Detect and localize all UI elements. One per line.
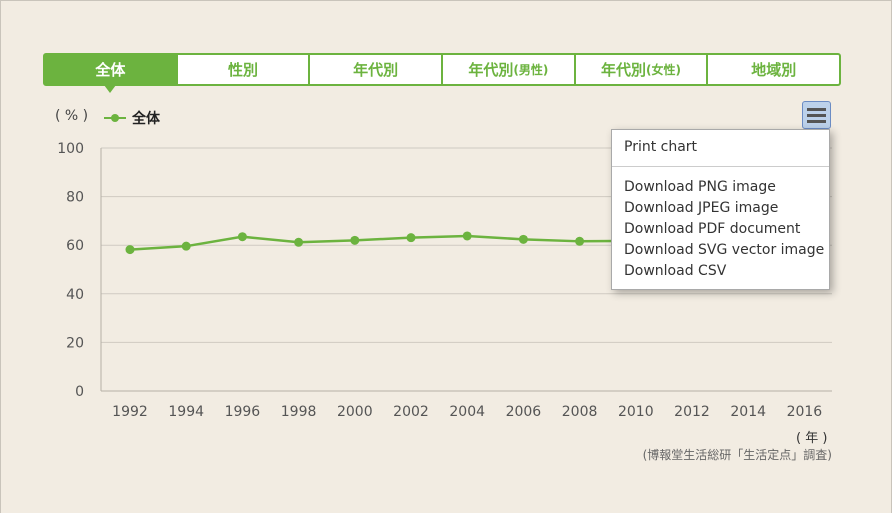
- tab-gender[interactable]: 性別: [175, 55, 309, 84]
- tab-region[interactable]: 地域別: [706, 55, 839, 84]
- legend-item[interactable]: 全体: [104, 108, 160, 128]
- bottom-strip: [0, 513, 892, 520]
- tab-age[interactable]: 年代別: [308, 55, 441, 84]
- menu-separator: [612, 166, 829, 167]
- tab-bar: 全体 性別 年代別 年代別 (男性) 年代別 (女性) 地域別: [43, 53, 841, 93]
- hamburger-icon: [807, 107, 826, 111]
- export-menu: Print chart Download PNG image Download …: [611, 129, 830, 290]
- legend-label: 全体: [132, 111, 160, 127]
- y-unit-label: ( % ): [55, 108, 89, 124]
- source-note: (博報堂生活総研「生活定点」調査): [642, 448, 832, 462]
- menu-download-jpeg[interactable]: Download JPEG image: [624, 200, 779, 216]
- tab-all[interactable]: 全体: [45, 55, 176, 93]
- menu-print-chart[interactable]: Print chart: [624, 139, 698, 155]
- x-unit-label: ( 年 ): [796, 431, 828, 446]
- legend-marker-icon: [104, 111, 126, 125]
- tab-age-male[interactable]: 年代別 (男性): [441, 55, 574, 84]
- menu-download-csv[interactable]: Download CSV: [624, 263, 727, 279]
- menu-download-pdf[interactable]: Download PDF document: [624, 221, 801, 237]
- menu-download-svg[interactable]: Download SVG vector image: [624, 242, 825, 258]
- chart-menu-button[interactable]: [802, 101, 831, 129]
- menu-download-png[interactable]: Download PNG image: [624, 179, 776, 195]
- tab-age-female[interactable]: 年代別 (女性): [573, 55, 707, 84]
